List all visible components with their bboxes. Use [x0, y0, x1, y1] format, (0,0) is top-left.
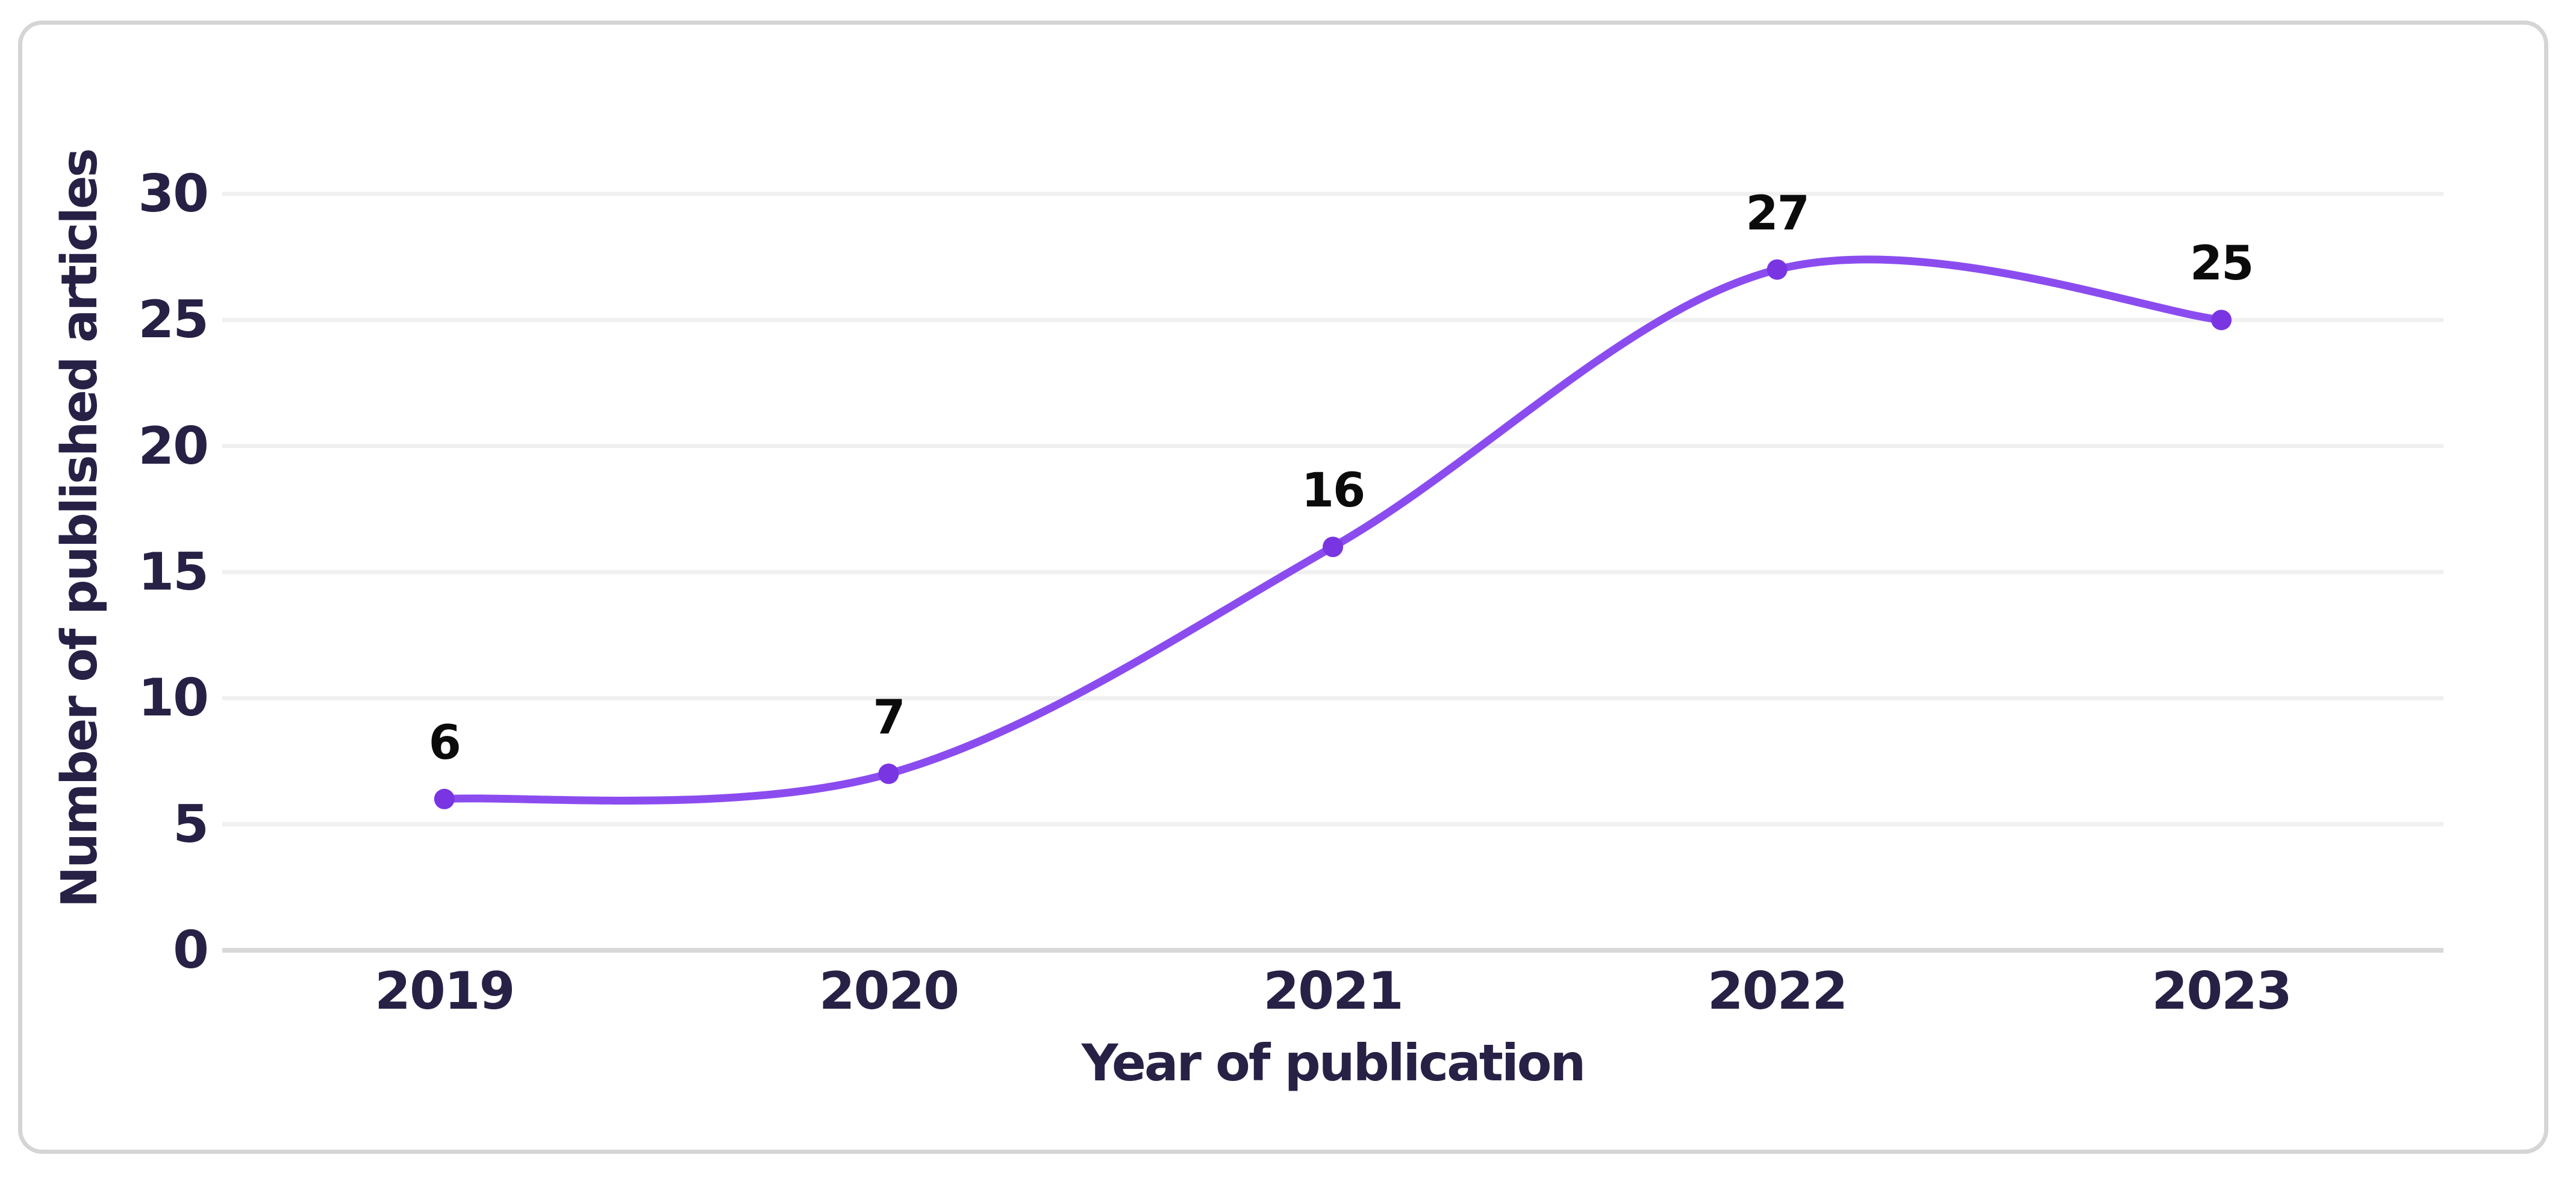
y-tick-label: 0 — [173, 920, 209, 980]
y-axis-title: Number of published articles — [51, 149, 108, 908]
y-tick-label: 10 — [138, 668, 209, 729]
x-tick-label: 2021 — [1263, 961, 1403, 1021]
y-tick-label: 15 — [138, 542, 209, 602]
data-point-marker — [878, 763, 899, 784]
data-point-marker — [2211, 310, 2232, 331]
x-tick-label: 2019 — [375, 961, 515, 1021]
y-tick-label: 20 — [138, 416, 209, 476]
x-tick-label: 2023 — [2151, 961, 2292, 1021]
data-point-marker — [1323, 537, 1343, 558]
data-label: 7 — [873, 690, 905, 745]
data-label: 27 — [1745, 186, 1810, 241]
x-axis-title: Year of publication — [1081, 1033, 1586, 1092]
gridlines — [222, 192, 2443, 953]
data-point-markers — [434, 259, 2232, 809]
data-point-marker — [434, 788, 455, 809]
data-label: 25 — [2189, 237, 2254, 291]
data-label: 16 — [1301, 464, 1366, 519]
y-tick-label: 5 — [173, 794, 209, 855]
y-tick-label: 30 — [138, 164, 209, 224]
y-tick-label: 25 — [138, 290, 209, 350]
series-line — [440, 255, 2225, 805]
x-tick-label: 2020 — [819, 961, 959, 1021]
x-tick-label: 2022 — [1707, 961, 1848, 1021]
chart-card — [18, 20, 2548, 1154]
data-point-marker — [1767, 259, 1788, 280]
data-label: 6 — [428, 715, 461, 770]
